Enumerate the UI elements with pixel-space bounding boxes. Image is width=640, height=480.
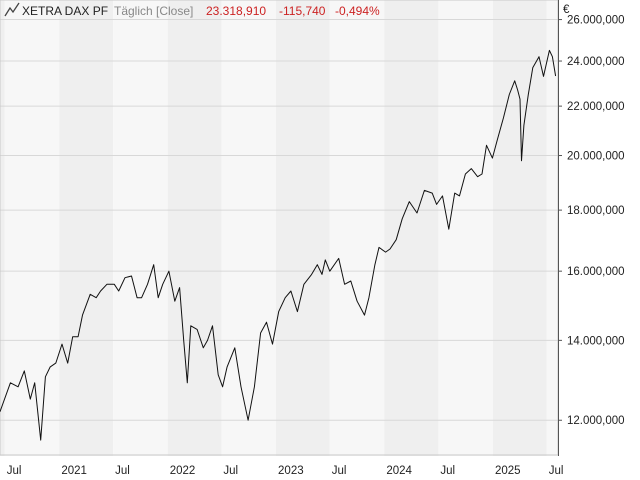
- y-tick-label: 24.000,000: [567, 56, 625, 68]
- time-band: [59, 0, 114, 456]
- x-tick-label: Jul: [7, 465, 22, 477]
- time-bands: [0, 0, 558, 456]
- x-tick-label: 2022: [170, 465, 196, 477]
- time-band: [0, 0, 5, 456]
- time-band: [329, 0, 385, 456]
- last-value: 23.318,910: [206, 4, 266, 18]
- time-band: [276, 0, 330, 456]
- currency-label: €: [563, 4, 570, 16]
- x-axis-labels: Jul 2021 Jul 2022 Jul 2023 Jul 2024 Jul 2025 Jul: [7, 465, 564, 477]
- y-tick-label: 26.000,000: [567, 15, 625, 27]
- y-tick-label: 18.000,000: [567, 205, 625, 217]
- x-tick-label: 2024: [386, 465, 412, 477]
- line-chart-icon: [4, 2, 20, 17]
- x-tick-label: 2025: [495, 465, 521, 477]
- time-band: [546, 0, 558, 456]
- y-tick-label: 20.000,000: [567, 151, 625, 163]
- chart-header: XETRA DAX PF Täglich [Close] 23.318,910 …: [4, 2, 380, 18]
- time-band: [113, 0, 168, 456]
- time-band: [438, 0, 493, 456]
- change-value: -115,740: [279, 4, 326, 18]
- time-band: [167, 0, 222, 456]
- y-axis-labels: 12.000,000 14.000,000 16.000,000 18.000,000…: [558, 15, 625, 427]
- x-tick-label: 2023: [278, 465, 304, 477]
- x-tick-label: Jul: [549, 465, 564, 477]
- horizontal-gridlines: [0, 19, 558, 421]
- y-tick-label: 14.000,000: [567, 335, 625, 347]
- svg-text:XETRA DAX PF Täglich [Cl: XETRA DAX PF Täglich [Close] 23.318,910 …: [22, 4, 380, 18]
- x-tick-label: Jul: [440, 465, 455, 477]
- period-label: Täglich [Close]: [114, 4, 193, 18]
- instrument-name: XETRA DAX PF: [22, 4, 108, 18]
- time-band: [4, 0, 60, 456]
- y-tick-label: 12.000,000: [567, 415, 625, 427]
- change-percent: -0,494%: [335, 4, 380, 18]
- x-tick-label: Jul: [332, 465, 347, 477]
- x-tick-label: Jul: [115, 465, 130, 477]
- y-tick-label: 22.000,000: [567, 101, 625, 113]
- x-tick-label: Jul: [223, 465, 238, 477]
- time-band: [492, 0, 547, 456]
- time-band: [384, 0, 439, 456]
- y-tick-label: 16.000,000: [567, 266, 625, 278]
- x-tick-label: 2021: [61, 465, 87, 477]
- time-band: [221, 0, 277, 456]
- price-line-series: [0, 49, 557, 441]
